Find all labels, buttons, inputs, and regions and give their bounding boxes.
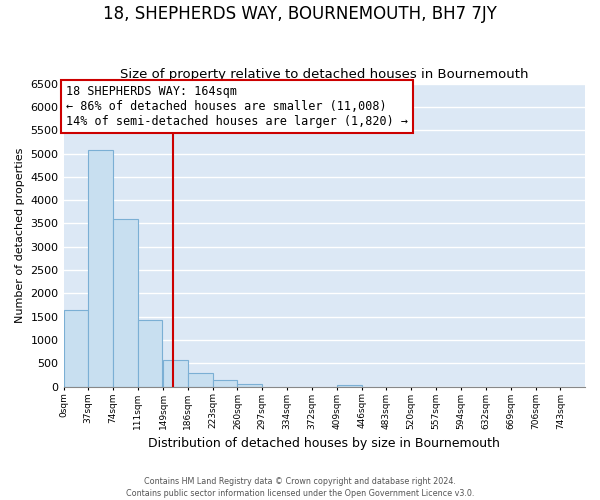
Bar: [113, 219, 138, 386]
Bar: [88, 150, 113, 386]
Bar: [212, 380, 238, 386]
Y-axis label: Number of detached properties: Number of detached properties: [15, 148, 25, 323]
Bar: [188, 372, 212, 386]
Bar: [138, 320, 163, 386]
Bar: [337, 385, 362, 386]
Text: 18 SHEPHERDS WAY: 164sqm
← 86% of detached houses are smaller (11,008)
14% of se: 18 SHEPHERDS WAY: 164sqm ← 86% of detach…: [66, 85, 408, 128]
Text: Contains HM Land Registry data © Crown copyright and database right 2024.
Contai: Contains HM Land Registry data © Crown c…: [126, 476, 474, 498]
Bar: [64, 310, 88, 386]
X-axis label: Distribution of detached houses by size in Bournemouth: Distribution of detached houses by size …: [148, 437, 500, 450]
Bar: [238, 384, 262, 386]
Bar: [163, 360, 188, 386]
Title: Size of property relative to detached houses in Bournemouth: Size of property relative to detached ho…: [120, 68, 529, 81]
Text: 18, SHEPHERDS WAY, BOURNEMOUTH, BH7 7JY: 18, SHEPHERDS WAY, BOURNEMOUTH, BH7 7JY: [103, 5, 497, 23]
